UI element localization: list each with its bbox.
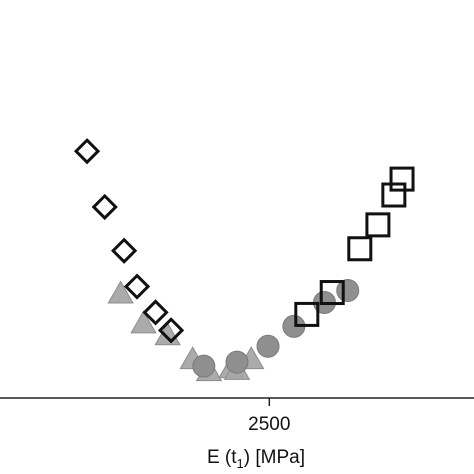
square-point	[381, 182, 407, 208]
diamond-point	[73, 138, 101, 165]
diamond-point	[123, 273, 151, 300]
x-tick-label: 2500	[248, 414, 290, 435]
diamond-point	[91, 193, 118, 221]
square-point	[365, 212, 391, 238]
square-point	[389, 166, 415, 192]
diamond-point	[142, 299, 169, 326]
circle-point	[192, 354, 216, 378]
data-points	[73, 138, 415, 382]
square-point	[347, 236, 373, 262]
x-ticks: 2500	[248, 398, 290, 435]
triangle-point	[107, 280, 134, 304]
diamond-point	[157, 317, 185, 344]
circle-point	[256, 334, 280, 358]
x-axis-label: E (t1) [MPa]	[207, 447, 305, 471]
square-point	[319, 280, 345, 306]
diamond-point	[110, 237, 138, 264]
triangle-point	[130, 310, 157, 334]
circle-point	[225, 350, 249, 374]
square-point	[294, 301, 320, 327]
